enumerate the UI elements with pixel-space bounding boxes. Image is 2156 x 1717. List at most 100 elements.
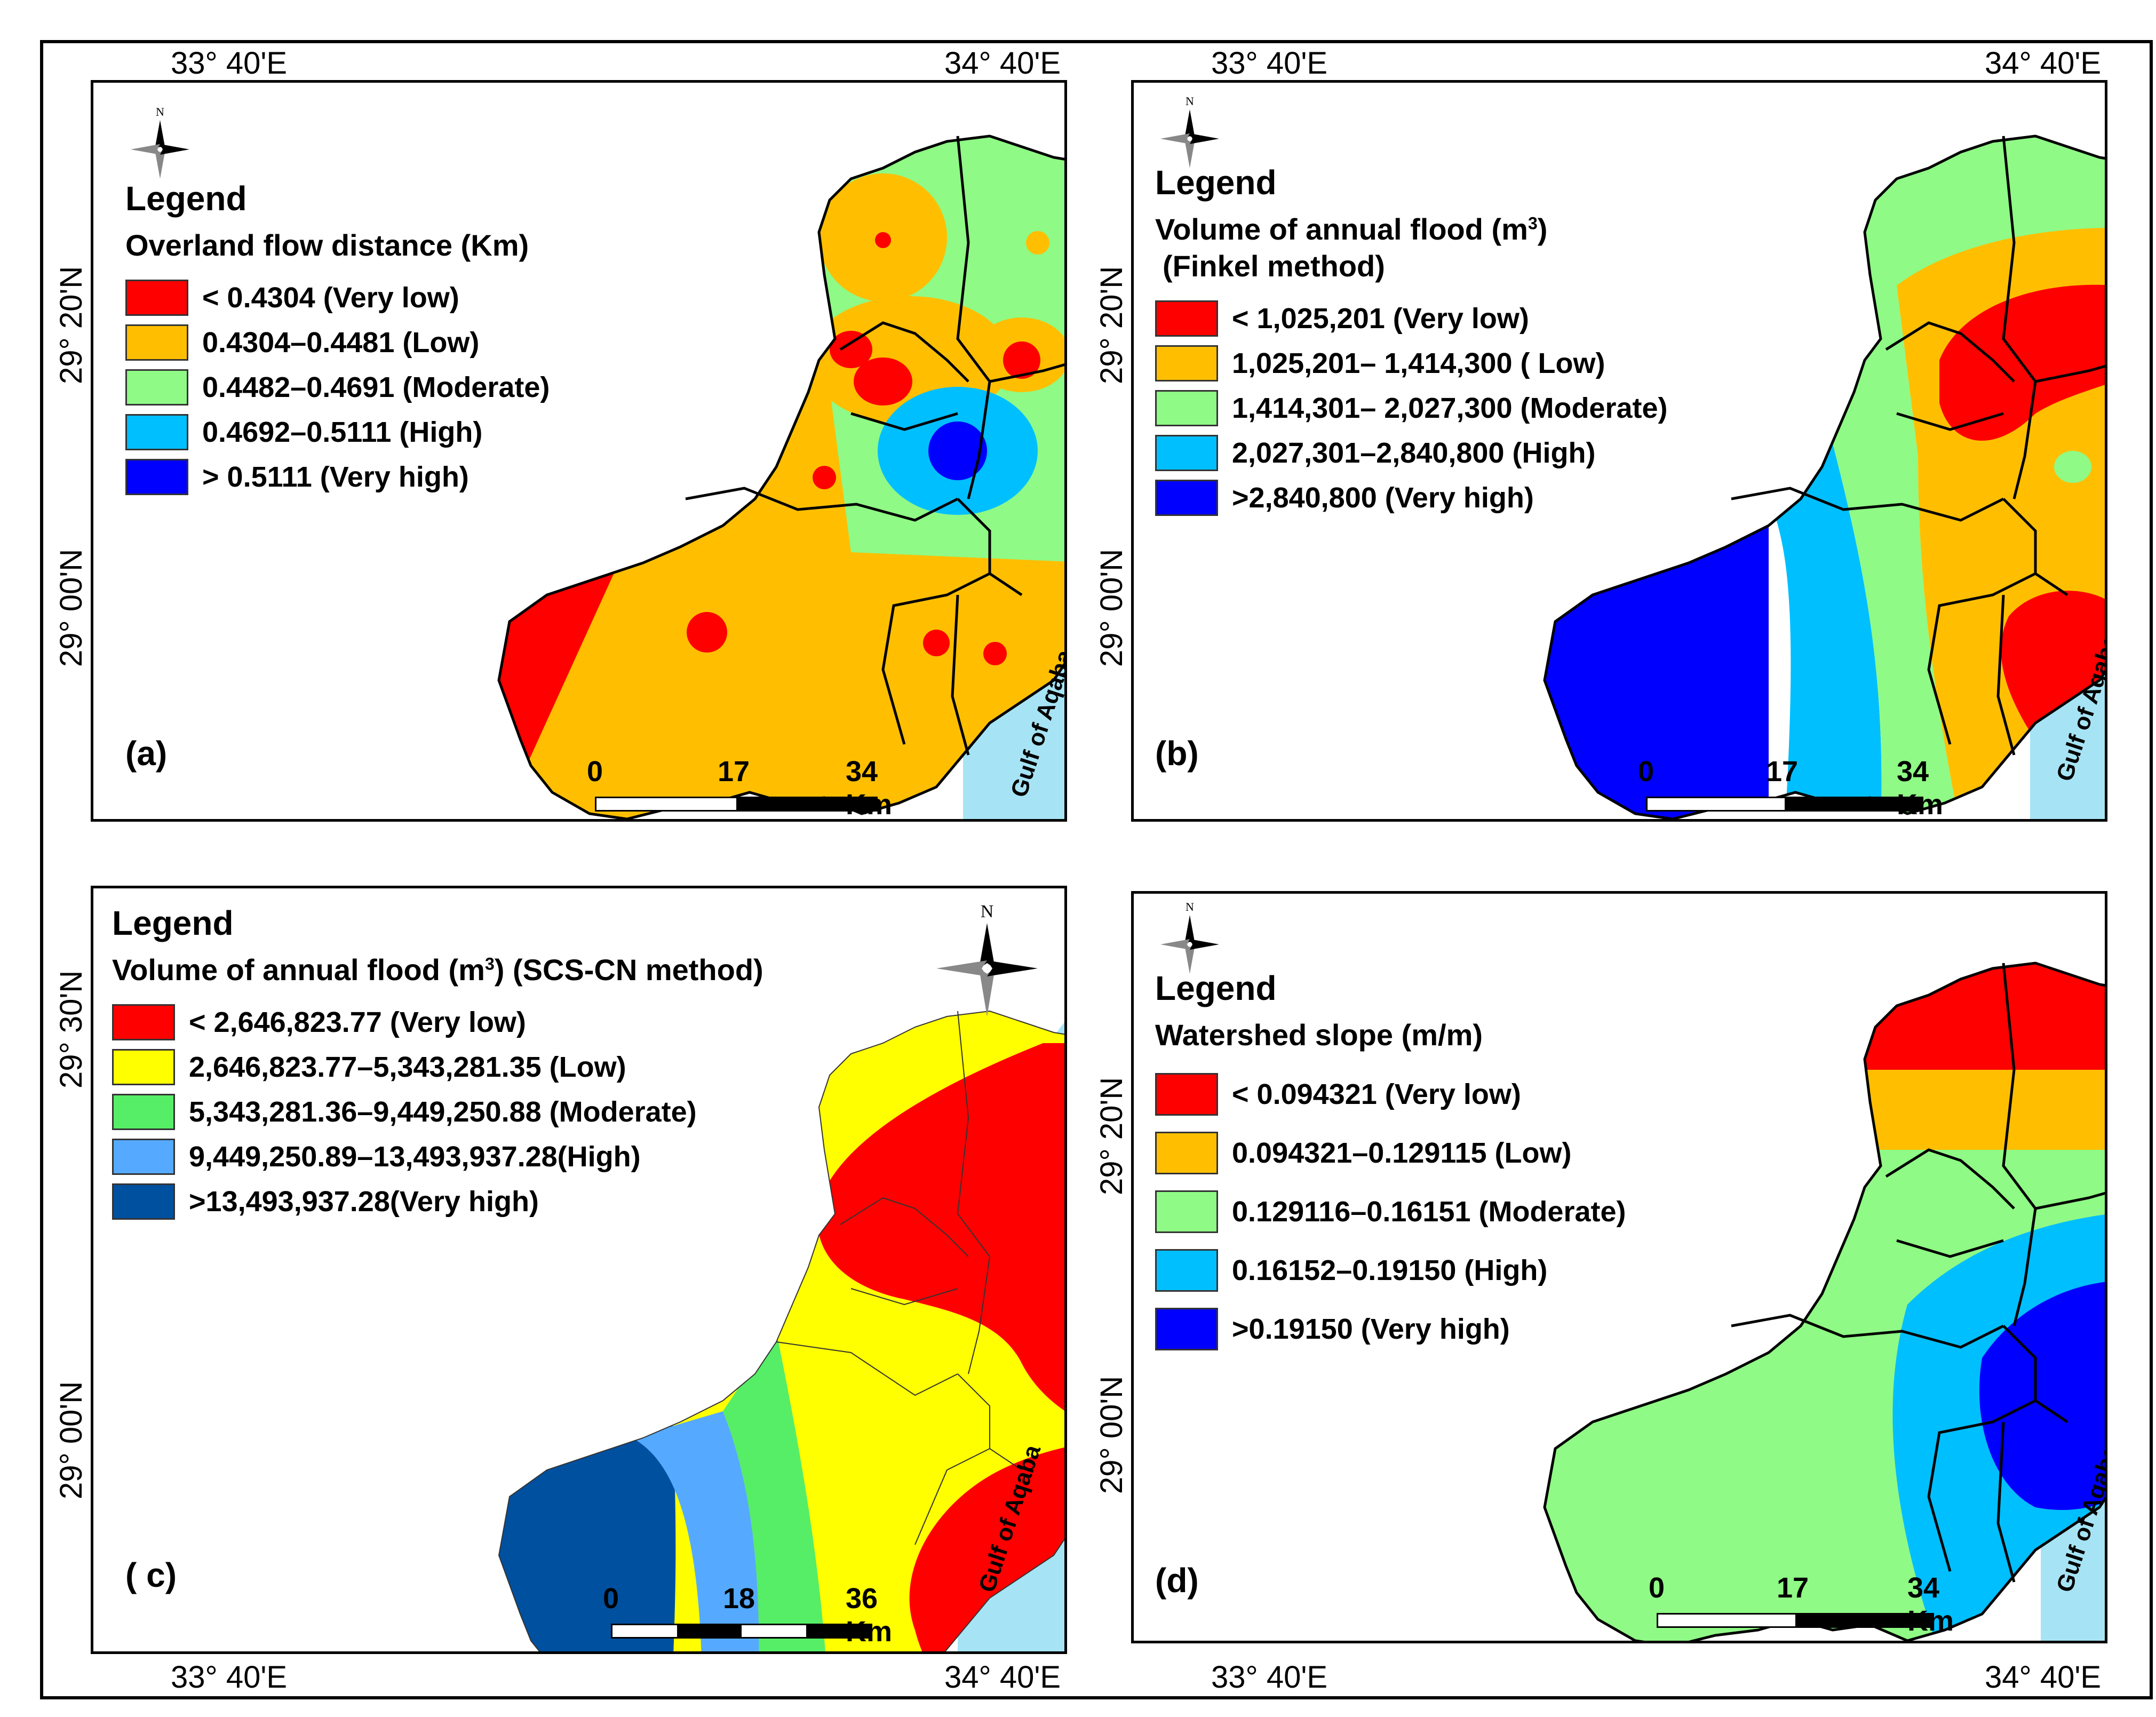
map-d: [1543, 961, 2105, 1641]
swatch: [1155, 1249, 1218, 1292]
panel-c: Legend Volume of annual flood (m3) (SCS-…: [91, 886, 1067, 1654]
legend-row: >0.19150 (Very high): [1155, 1300, 1626, 1358]
legend-row: > 0.5111 (Very high): [125, 455, 550, 499]
legend-label: >0.19150 (Very high): [1232, 1313, 1510, 1345]
swatch: [1155, 1190, 1218, 1233]
legend-variable: Overland flow distance (Km): [125, 228, 529, 262]
legend-a: Legend Overland flow distance (Km) < 0.4…: [125, 179, 550, 499]
scale-bar-segments: [1646, 797, 1923, 812]
zone-very-low: [875, 232, 891, 248]
variable-text: Volume of annual flood (m: [1155, 212, 1528, 246]
swatch: [112, 1183, 175, 1220]
lon-label: 33° 40'E: [1211, 1660, 1328, 1695]
zone-very-high: [1979, 1281, 2105, 1510]
legend-label: 0.4304–0.4481 (Low): [202, 327, 480, 359]
legend-label: 0.094321–0.129115 (Low): [1232, 1137, 1572, 1169]
scale-bar: 0 17 34 Km: [587, 755, 892, 819]
north-arrow-icon: N: [131, 105, 189, 179]
scale-bar: 0 17 34 Km: [1638, 755, 1943, 819]
swatch: [125, 414, 188, 450]
north-letter: N: [1186, 900, 1194, 913]
scale-tick: 0: [587, 756, 603, 788]
legend-b: Legend Volume of annual flood (m3) (Fink…: [1155, 163, 1668, 520]
legend-variable: Volume of annual flood (m3) (SCS-CN meth…: [112, 952, 763, 987]
zone-very-low: [854, 357, 912, 406]
legend-row: >2,840,800 (Very high): [1155, 475, 1668, 520]
north-letter: N: [156, 105, 164, 118]
zone-moderate: [2054, 451, 2091, 483]
scale-bar: 0 18 36 Km: [603, 1582, 892, 1648]
north-letter: N: [981, 902, 994, 921]
legend-label: >2,840,800 (Very high): [1232, 482, 1534, 514]
legend-c: Legend Volume of annual flood (m3) (SCS-…: [112, 903, 763, 1224]
lat-label: 29° 00'N: [1094, 1376, 1129, 1494]
zone-very-low: [830, 331, 872, 368]
legend-label: 1,025,201– 1,414,300 ( Low): [1232, 347, 1605, 379]
zone-very-low: [754, 412, 777, 436]
zone-moderate: [723, 1331, 830, 1651]
legend-label: 1,414,301– 2,027,300 (Moderate): [1232, 392, 1668, 424]
lon-label: 33° 40'E: [171, 46, 288, 81]
lat-label: 29° 00'N: [54, 1381, 89, 1499]
legend-row: 0.129116–0.16151 (Moderate): [1155, 1182, 1626, 1241]
zone-very-low: [983, 642, 1007, 665]
legend-label: 0.16152–0.19150 (High): [1232, 1254, 1548, 1286]
swatch: [1155, 345, 1218, 381]
legend-label: < 0.4304 (Very low): [202, 282, 459, 314]
map-b: [1543, 134, 2105, 819]
legend-label: < 0.094321 (Very low): [1232, 1078, 1521, 1110]
legend-row: < 1,025,201 (Very low): [1155, 296, 1668, 341]
lat-label: 29° 00'N: [1094, 549, 1129, 667]
legend-label: < 1,025,201 (Very low): [1232, 303, 1529, 335]
subbasin-boundaries: [498, 1010, 1064, 1651]
legend-row: 0.16152–0.19150 (High): [1155, 1241, 1626, 1300]
legend-label: 0.129116–0.16151 (Moderate): [1232, 1196, 1626, 1228]
zone-very-low: [817, 1043, 1064, 1438]
legend-label: >13,493,937.28(Very high): [189, 1186, 539, 1218]
legend-label: 2,027,301–2,840,800 (High): [1232, 437, 1596, 469]
zone-moderate: [1822, 285, 1961, 819]
lon-label: 34° 40'E: [1985, 1660, 2102, 1695]
north-letter: N: [1186, 94, 1194, 108]
legend-title: Legend: [125, 179, 247, 218]
subbasin-boundaries: [1543, 961, 2105, 1641]
swatch: [1155, 1073, 1218, 1116]
legend-title: Legend: [1155, 969, 1277, 1007]
legend-row: < 0.094321 (Very low): [1155, 1065, 1626, 1124]
zone-very-low: [813, 466, 836, 489]
scale-tick: 0: [1638, 756, 1654, 788]
north-arrow-icon: N: [1160, 94, 1219, 168]
zone-low: [1822, 1070, 2105, 1150]
variable-sup: 3: [1528, 213, 1538, 233]
panel-a: Legend Overland flow distance (Km) < 0.4…: [91, 80, 1067, 822]
scale-tick: 0: [603, 1583, 619, 1615]
legend-row: 2,646,823.77–5,343,281.35 (Low): [112, 1045, 763, 1090]
variable-end: ): [1537, 212, 1548, 246]
lon-label: 34° 40'E: [944, 46, 1061, 81]
figure-frame: [40, 40, 2153, 1699]
legend-label: < 2,646,823.77 (Very low): [189, 1006, 526, 1038]
lon-label: 34° 40'E: [1985, 46, 2102, 81]
scale-tick: 0: [1649, 1572, 1665, 1604]
legend-row: 2,027,301–2,840,800 (High): [1155, 431, 1668, 475]
zone-very-low: [1003, 341, 1040, 379]
zone-very-high: [928, 422, 987, 480]
swatch: [1155, 435, 1218, 471]
swatch: [112, 1139, 175, 1175]
panel-label: (a): [125, 734, 168, 773]
lon-label: 33° 40'E: [171, 1660, 288, 1695]
scale-tick: 18: [723, 1583, 755, 1615]
zone-very-low: [687, 612, 727, 653]
panel-b: Legend Volume of annual flood (m3) (Fink…: [1131, 80, 2107, 822]
swatch: [1155, 300, 1218, 337]
swatch: [1155, 390, 1218, 426]
zone-very-low: [1939, 284, 2105, 441]
legend-label: 9,449,250.89–13,493,937.28(High): [189, 1141, 641, 1173]
legend-variable: Volume of annual flood (m3): [1155, 212, 1668, 247]
lon-label: 34° 40'E: [944, 1660, 1061, 1695]
variable-text: Volume of annual flood (m: [112, 953, 485, 987]
zone-very-low: [1822, 963, 2105, 1070]
swatch: [125, 459, 188, 495]
legend-row: 1,025,201– 1,414,300 ( Low): [1155, 341, 1668, 386]
